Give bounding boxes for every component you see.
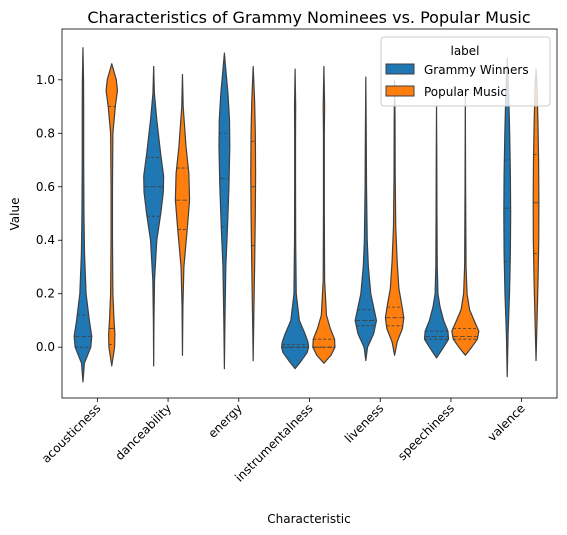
y-tick-label: 0.8 (36, 126, 55, 140)
legend-label-grammy-winners: Grammy Winners (424, 63, 529, 77)
y-axis-label: Value (8, 198, 22, 231)
x-axis: acousticness danceability energyinstrument… (39, 398, 528, 485)
plot-area (73, 47, 540, 383)
legend-title: label (450, 44, 479, 58)
y-tick-label: 0.2 (36, 287, 55, 301)
legend: label Grammy Winners Popular Music (380, 36, 551, 107)
x-axis-label: Characteristic (267, 512, 350, 526)
violin-popular-music-danceability (174, 73, 191, 356)
violin-popular-music-acousticness (105, 63, 119, 367)
x-tick-label-danceability: danceability (112, 401, 174, 463)
x-tick-label-energy: energy (205, 401, 244, 440)
violin-grammy-winners-instrumentalness (281, 68, 310, 370)
x-tick-label-liveness: liveness (342, 401, 386, 445)
legend-swatch-grammy-winners (385, 63, 415, 75)
x-tick-label-speechiness: speechiness (395, 401, 457, 463)
y-tick-label: 0.6 (36, 180, 55, 194)
violin-grammy-winners-speechiness (423, 105, 450, 359)
legend-frame (380, 36, 551, 107)
y-axis: 0.0 0.2 0.4 0.6 0.8 1.0 (36, 73, 62, 354)
violin-grammy-winners-liveness (354, 76, 378, 362)
y-tick-label: 1.0 (36, 73, 55, 87)
violin-popular-music-instrumentalness (312, 65, 336, 364)
violin-grammy-winners-acousticness (73, 47, 93, 383)
y-tick-label: 0.4 (36, 233, 55, 247)
legend-swatch-popular-music (385, 85, 415, 97)
violin-grammy-winners-energy (218, 52, 231, 370)
chart-title: Characteristics of Grammy Nominees vs. P… (87, 8, 530, 27)
x-tick-label-valence: valence (485, 401, 528, 444)
x-tick-label-instrumentalness: instrumentalness (232, 401, 315, 484)
x-tick-label-acousticness: acousticness (39, 401, 104, 466)
violin-popular-music-speechiness (451, 92, 480, 356)
y-tick-label: 0.0 (36, 340, 55, 354)
legend-label-popular-music: Popular Music (424, 85, 507, 99)
violin-popular-music-liveness (384, 79, 405, 356)
violin-popular-music-valence (532, 68, 540, 362)
violin-popular-music-energy (250, 65, 257, 362)
